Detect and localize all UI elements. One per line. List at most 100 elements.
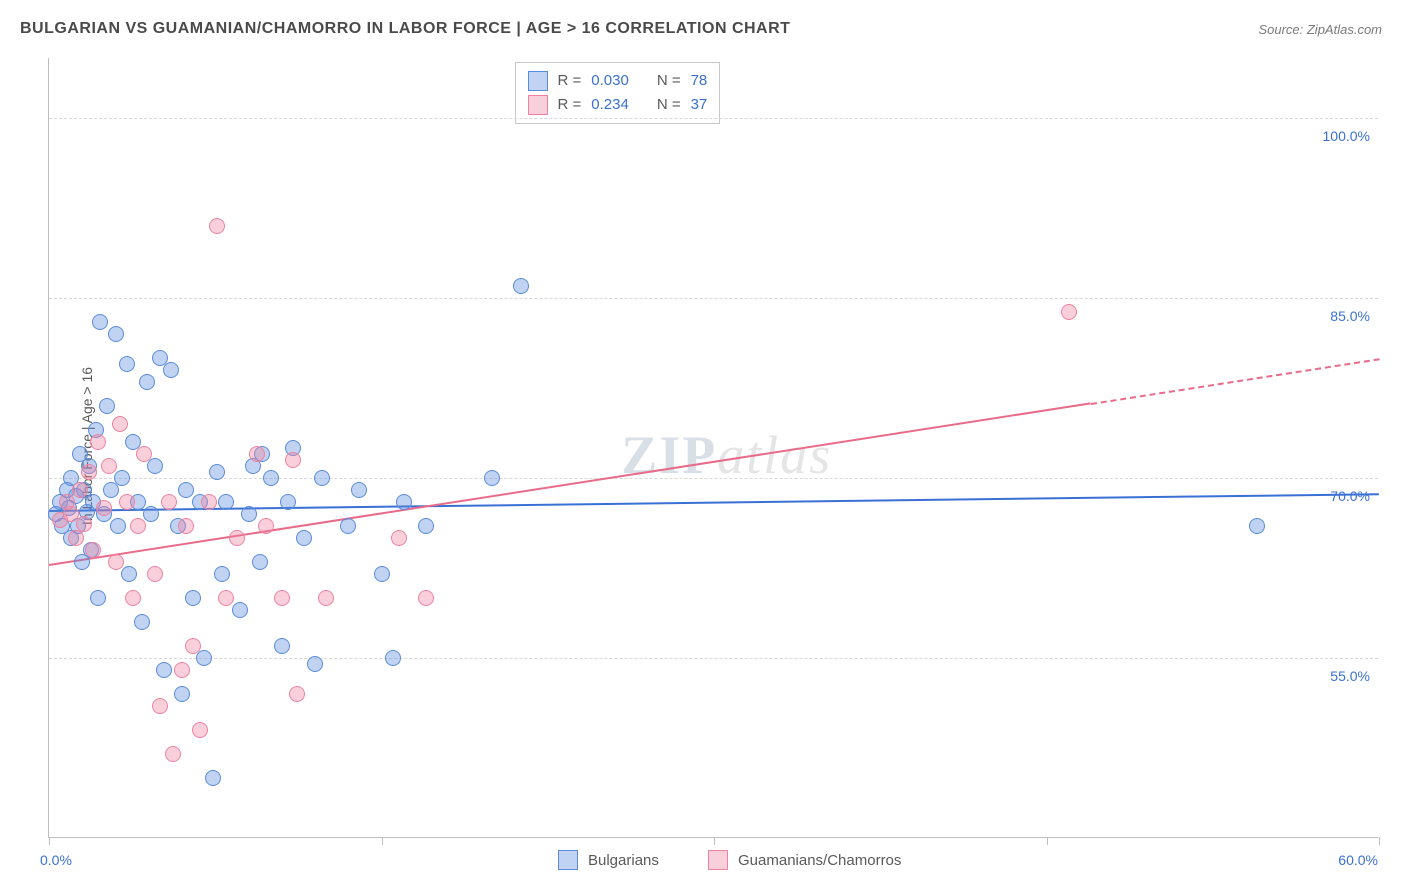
n-label-0: N =: [657, 69, 681, 93]
data-point: [185, 638, 201, 654]
data-point: [296, 530, 312, 546]
data-point: [121, 566, 137, 582]
data-point: [513, 278, 529, 294]
data-point: [152, 698, 168, 714]
r-label-1: R =: [558, 93, 582, 117]
chart-title: BULGARIAN VS GUAMANIAN/CHAMORRO IN LABOR…: [20, 20, 790, 38]
data-point: [174, 662, 190, 678]
watermark-zip: ZIP: [621, 425, 717, 485]
data-point: [209, 218, 225, 234]
swatch-bulgarians: [528, 71, 548, 91]
n-value-0: 78: [691, 69, 708, 93]
data-point: [81, 464, 97, 480]
r-label-0: R =: [558, 69, 582, 93]
data-point: [318, 590, 334, 606]
data-point: [119, 494, 135, 510]
gridline: [49, 298, 1378, 299]
data-point: [108, 326, 124, 342]
data-point: [101, 458, 117, 474]
swatch-guamanians: [528, 95, 548, 115]
data-point: [249, 446, 265, 462]
data-point: [232, 602, 248, 618]
xtick: [1047, 837, 1048, 845]
r-value-0: 0.030: [591, 69, 629, 93]
watermark-atlas: atlas: [717, 425, 832, 485]
xtick: [1379, 837, 1380, 845]
data-point: [314, 470, 330, 486]
data-point: [85, 542, 101, 558]
plot-area: ZIPatlas R = 0.030 N = 78 R = 0.234 N = …: [48, 58, 1378, 838]
gridline: [49, 118, 1378, 119]
data-point: [280, 494, 296, 510]
data-point: [374, 566, 390, 582]
ytick-label: 55.0%: [1330, 668, 1370, 684]
stats-row-bulgarians: R = 0.030 N = 78: [528, 69, 708, 93]
legend-swatch-bulgarians: [558, 850, 578, 870]
n-label-1: N =: [657, 93, 681, 117]
data-point: [114, 470, 130, 486]
data-point: [192, 722, 208, 738]
data-point: [218, 590, 234, 606]
data-point: [130, 518, 146, 534]
data-point: [163, 362, 179, 378]
data-point: [214, 566, 230, 582]
trend-line: [49, 403, 1091, 567]
data-point: [90, 590, 106, 606]
xtick: [49, 837, 50, 845]
data-point: [112, 416, 128, 432]
ytick-label: 70.0%: [1330, 488, 1370, 504]
data-point: [68, 530, 84, 546]
data-point: [418, 518, 434, 534]
data-point: [396, 494, 412, 510]
data-point: [134, 614, 150, 630]
r-value-1: 0.234: [591, 93, 629, 117]
legend-swatch-guamanians: [708, 850, 728, 870]
data-point: [156, 662, 172, 678]
data-point: [241, 506, 257, 522]
watermark: ZIPatlas: [621, 424, 832, 486]
legend-label-bulgarians: Bulgarians: [588, 852, 659, 869]
data-point: [1249, 518, 1265, 534]
data-point: [165, 746, 181, 762]
stats-legend-box: R = 0.030 N = 78 R = 0.234 N = 37: [515, 62, 721, 124]
data-point: [147, 458, 163, 474]
data-point: [1061, 304, 1077, 320]
legend-bulgarians: Bulgarians: [558, 850, 659, 870]
n-value-1: 37: [691, 93, 708, 117]
data-point: [96, 500, 112, 516]
data-point: [285, 452, 301, 468]
x-max-label: 60.0%: [1338, 852, 1378, 868]
ytick-label: 85.0%: [1330, 308, 1370, 324]
x-min-label: 0.0%: [40, 852, 72, 868]
data-point: [90, 434, 106, 450]
source-label: Source: ZipAtlas.com: [1258, 22, 1382, 37]
data-point: [258, 518, 274, 534]
data-point: [92, 314, 108, 330]
data-point: [196, 650, 212, 666]
data-point: [185, 590, 201, 606]
data-point: [178, 482, 194, 498]
data-point: [201, 494, 217, 510]
data-point: [229, 530, 245, 546]
data-point: [418, 590, 434, 606]
ytick-label: 100.0%: [1323, 128, 1370, 144]
data-point: [99, 398, 115, 414]
data-point: [161, 494, 177, 510]
data-point: [218, 494, 234, 510]
data-point: [340, 518, 356, 534]
data-point: [108, 554, 124, 570]
data-point: [174, 686, 190, 702]
data-point: [274, 590, 290, 606]
data-point: [119, 356, 135, 372]
data-point: [76, 516, 92, 532]
data-point: [484, 470, 500, 486]
data-point: [147, 566, 163, 582]
data-point: [136, 446, 152, 462]
data-point: [289, 686, 305, 702]
gridline: [49, 658, 1378, 659]
trend-line: [1091, 358, 1379, 405]
data-point: [385, 650, 401, 666]
data-point: [143, 506, 159, 522]
legend-guamanians: Guamanians/Chamorros: [708, 850, 901, 870]
data-point: [274, 638, 290, 654]
